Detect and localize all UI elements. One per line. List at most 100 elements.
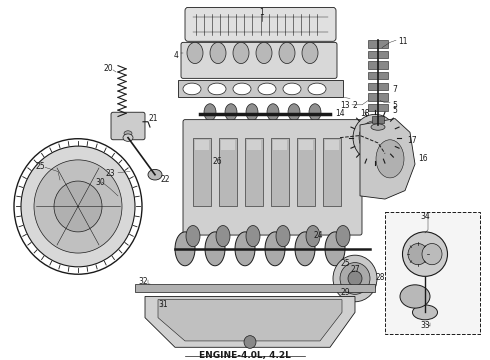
Text: 33: 33: [420, 321, 430, 330]
Circle shape: [348, 271, 362, 286]
Bar: [368, 62, 388, 69]
Circle shape: [34, 160, 122, 253]
Ellipse shape: [276, 225, 290, 247]
FancyBboxPatch shape: [185, 8, 336, 41]
Ellipse shape: [295, 232, 315, 266]
Bar: [247, 140, 261, 150]
Bar: [368, 72, 388, 80]
Text: 5: 5: [392, 100, 397, 109]
Text: 4: 4: [173, 51, 178, 60]
Bar: [323, 138, 341, 207]
Polygon shape: [360, 118, 415, 199]
Ellipse shape: [413, 305, 438, 320]
Polygon shape: [145, 297, 355, 347]
Ellipse shape: [183, 83, 201, 95]
Ellipse shape: [246, 225, 260, 247]
Ellipse shape: [306, 225, 320, 247]
Ellipse shape: [233, 42, 249, 63]
Ellipse shape: [210, 42, 226, 63]
Ellipse shape: [208, 83, 226, 95]
Text: 23: 23: [105, 170, 115, 179]
Text: 17: 17: [407, 135, 416, 144]
Bar: [368, 51, 388, 58]
Bar: [195, 140, 209, 150]
Text: 7: 7: [392, 85, 397, 94]
Bar: [372, 117, 384, 123]
Text: 20: 20: [103, 63, 113, 72]
Bar: [299, 140, 313, 150]
Ellipse shape: [204, 104, 216, 121]
Circle shape: [54, 181, 102, 232]
Ellipse shape: [371, 124, 385, 130]
Circle shape: [21, 146, 135, 267]
Text: 30: 30: [95, 178, 105, 187]
Ellipse shape: [325, 232, 345, 266]
Ellipse shape: [400, 285, 430, 308]
Ellipse shape: [309, 104, 321, 121]
Text: 26: 26: [212, 157, 221, 166]
Text: 31: 31: [158, 300, 168, 309]
FancyBboxPatch shape: [111, 112, 145, 140]
Bar: [219, 138, 237, 207]
Bar: [135, 284, 375, 292]
Ellipse shape: [288, 104, 300, 121]
Text: 25: 25: [35, 162, 45, 171]
Text: 27: 27: [350, 265, 360, 274]
Text: 2: 2: [352, 100, 357, 109]
Text: 24: 24: [313, 231, 322, 240]
Ellipse shape: [205, 232, 225, 266]
Text: 32: 32: [138, 278, 147, 287]
Ellipse shape: [124, 131, 132, 136]
Text: 21: 21: [148, 114, 157, 123]
Text: 5: 5: [392, 106, 397, 115]
Ellipse shape: [258, 83, 276, 95]
Circle shape: [353, 114, 397, 161]
Text: 13: 13: [340, 100, 350, 109]
Ellipse shape: [267, 104, 279, 121]
Ellipse shape: [302, 42, 318, 63]
Ellipse shape: [235, 232, 255, 266]
Bar: [178, 81, 343, 98]
Text: ENGINE-4.0L, 4.2L: ENGINE-4.0L, 4.2L: [199, 351, 291, 360]
Ellipse shape: [265, 232, 285, 266]
Bar: [325, 140, 339, 150]
Bar: [368, 93, 388, 100]
Circle shape: [244, 336, 256, 348]
Bar: [297, 138, 315, 207]
Ellipse shape: [283, 83, 301, 95]
Text: 34: 34: [420, 212, 430, 221]
Ellipse shape: [422, 243, 442, 265]
Text: 22: 22: [160, 175, 170, 184]
Text: 14: 14: [335, 109, 344, 118]
Circle shape: [340, 262, 370, 294]
Circle shape: [333, 255, 377, 302]
Ellipse shape: [187, 42, 203, 63]
FancyBboxPatch shape: [183, 120, 362, 235]
Ellipse shape: [402, 232, 447, 276]
FancyBboxPatch shape: [181, 42, 337, 78]
Bar: [271, 138, 289, 207]
Bar: [221, 140, 235, 150]
Text: 11: 11: [398, 37, 408, 46]
Bar: [245, 138, 263, 207]
Ellipse shape: [233, 83, 251, 95]
Ellipse shape: [408, 243, 428, 265]
Ellipse shape: [246, 104, 258, 121]
Ellipse shape: [186, 225, 200, 247]
Ellipse shape: [216, 225, 230, 247]
Text: 28: 28: [375, 273, 385, 282]
Text: 25: 25: [340, 260, 350, 269]
Ellipse shape: [175, 232, 195, 266]
Ellipse shape: [308, 83, 326, 95]
Bar: [368, 82, 388, 90]
Text: 16: 16: [418, 153, 428, 162]
Text: 1: 1: [260, 9, 265, 18]
Text: 29: 29: [340, 288, 350, 297]
Ellipse shape: [148, 170, 162, 180]
Ellipse shape: [376, 140, 404, 178]
Bar: [385, 212, 480, 333]
Polygon shape: [158, 300, 342, 341]
Ellipse shape: [123, 134, 133, 141]
Ellipse shape: [279, 42, 295, 63]
Bar: [273, 140, 287, 150]
